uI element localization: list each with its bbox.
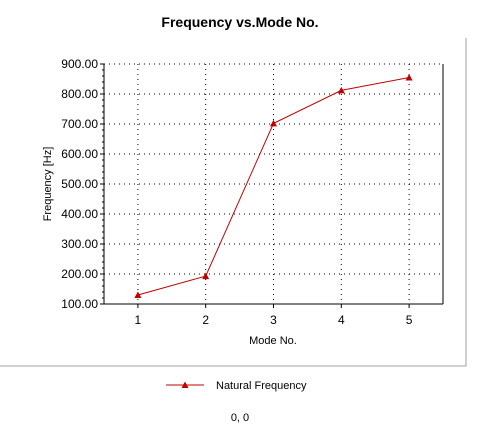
y-tick-labels: 100.00 200.00 300.00 400.00 500.00 600.00 700.…	[61, 57, 98, 311]
x-tick-label: 2	[202, 313, 209, 327]
y-tick-label: 800.00	[61, 87, 98, 101]
y-tick-label: 900.00	[61, 57, 98, 71]
y-tick-label: 300.00	[61, 237, 98, 251]
data-point	[405, 74, 413, 81]
legend-marker	[181, 381, 189, 388]
x-tick-label: 1	[135, 313, 142, 327]
data-point	[270, 119, 277, 127]
x-tick-label: 5	[406, 313, 413, 327]
x-tick-labels: 1 2 3 4 5	[135, 313, 413, 327]
status-readout: 0, 0	[230, 412, 250, 424]
series-lines	[134, 74, 413, 298]
data-point	[134, 291, 142, 298]
y-tick-label: 400.00	[61, 207, 98, 221]
grid-lines	[100, 63, 443, 308]
x-tick-label: 4	[338, 313, 345, 327]
x-axis-label: Mode No.	[249, 335, 297, 347]
data-point	[202, 272, 210, 280]
data-point	[337, 86, 345, 94]
series-line	[137, 77, 410, 296]
y-tick-label: 600.00	[61, 147, 98, 161]
chart-title: Frequency vs.Mode No.	[161, 14, 319, 30]
y-axis-label: Frequency [Hz]	[42, 147, 54, 222]
y-tick-label: 500.00	[61, 177, 98, 191]
legend: Natural Frequency	[166, 380, 307, 392]
legend-label: Natural Frequency	[216, 380, 307, 392]
y-tick-label: 200.00	[61, 267, 98, 281]
axes	[103, 64, 444, 305]
x-tick-label: 3	[270, 313, 277, 327]
y-tick-label: 100.00	[61, 297, 98, 311]
y-tick-label: 700.00	[61, 117, 98, 131]
